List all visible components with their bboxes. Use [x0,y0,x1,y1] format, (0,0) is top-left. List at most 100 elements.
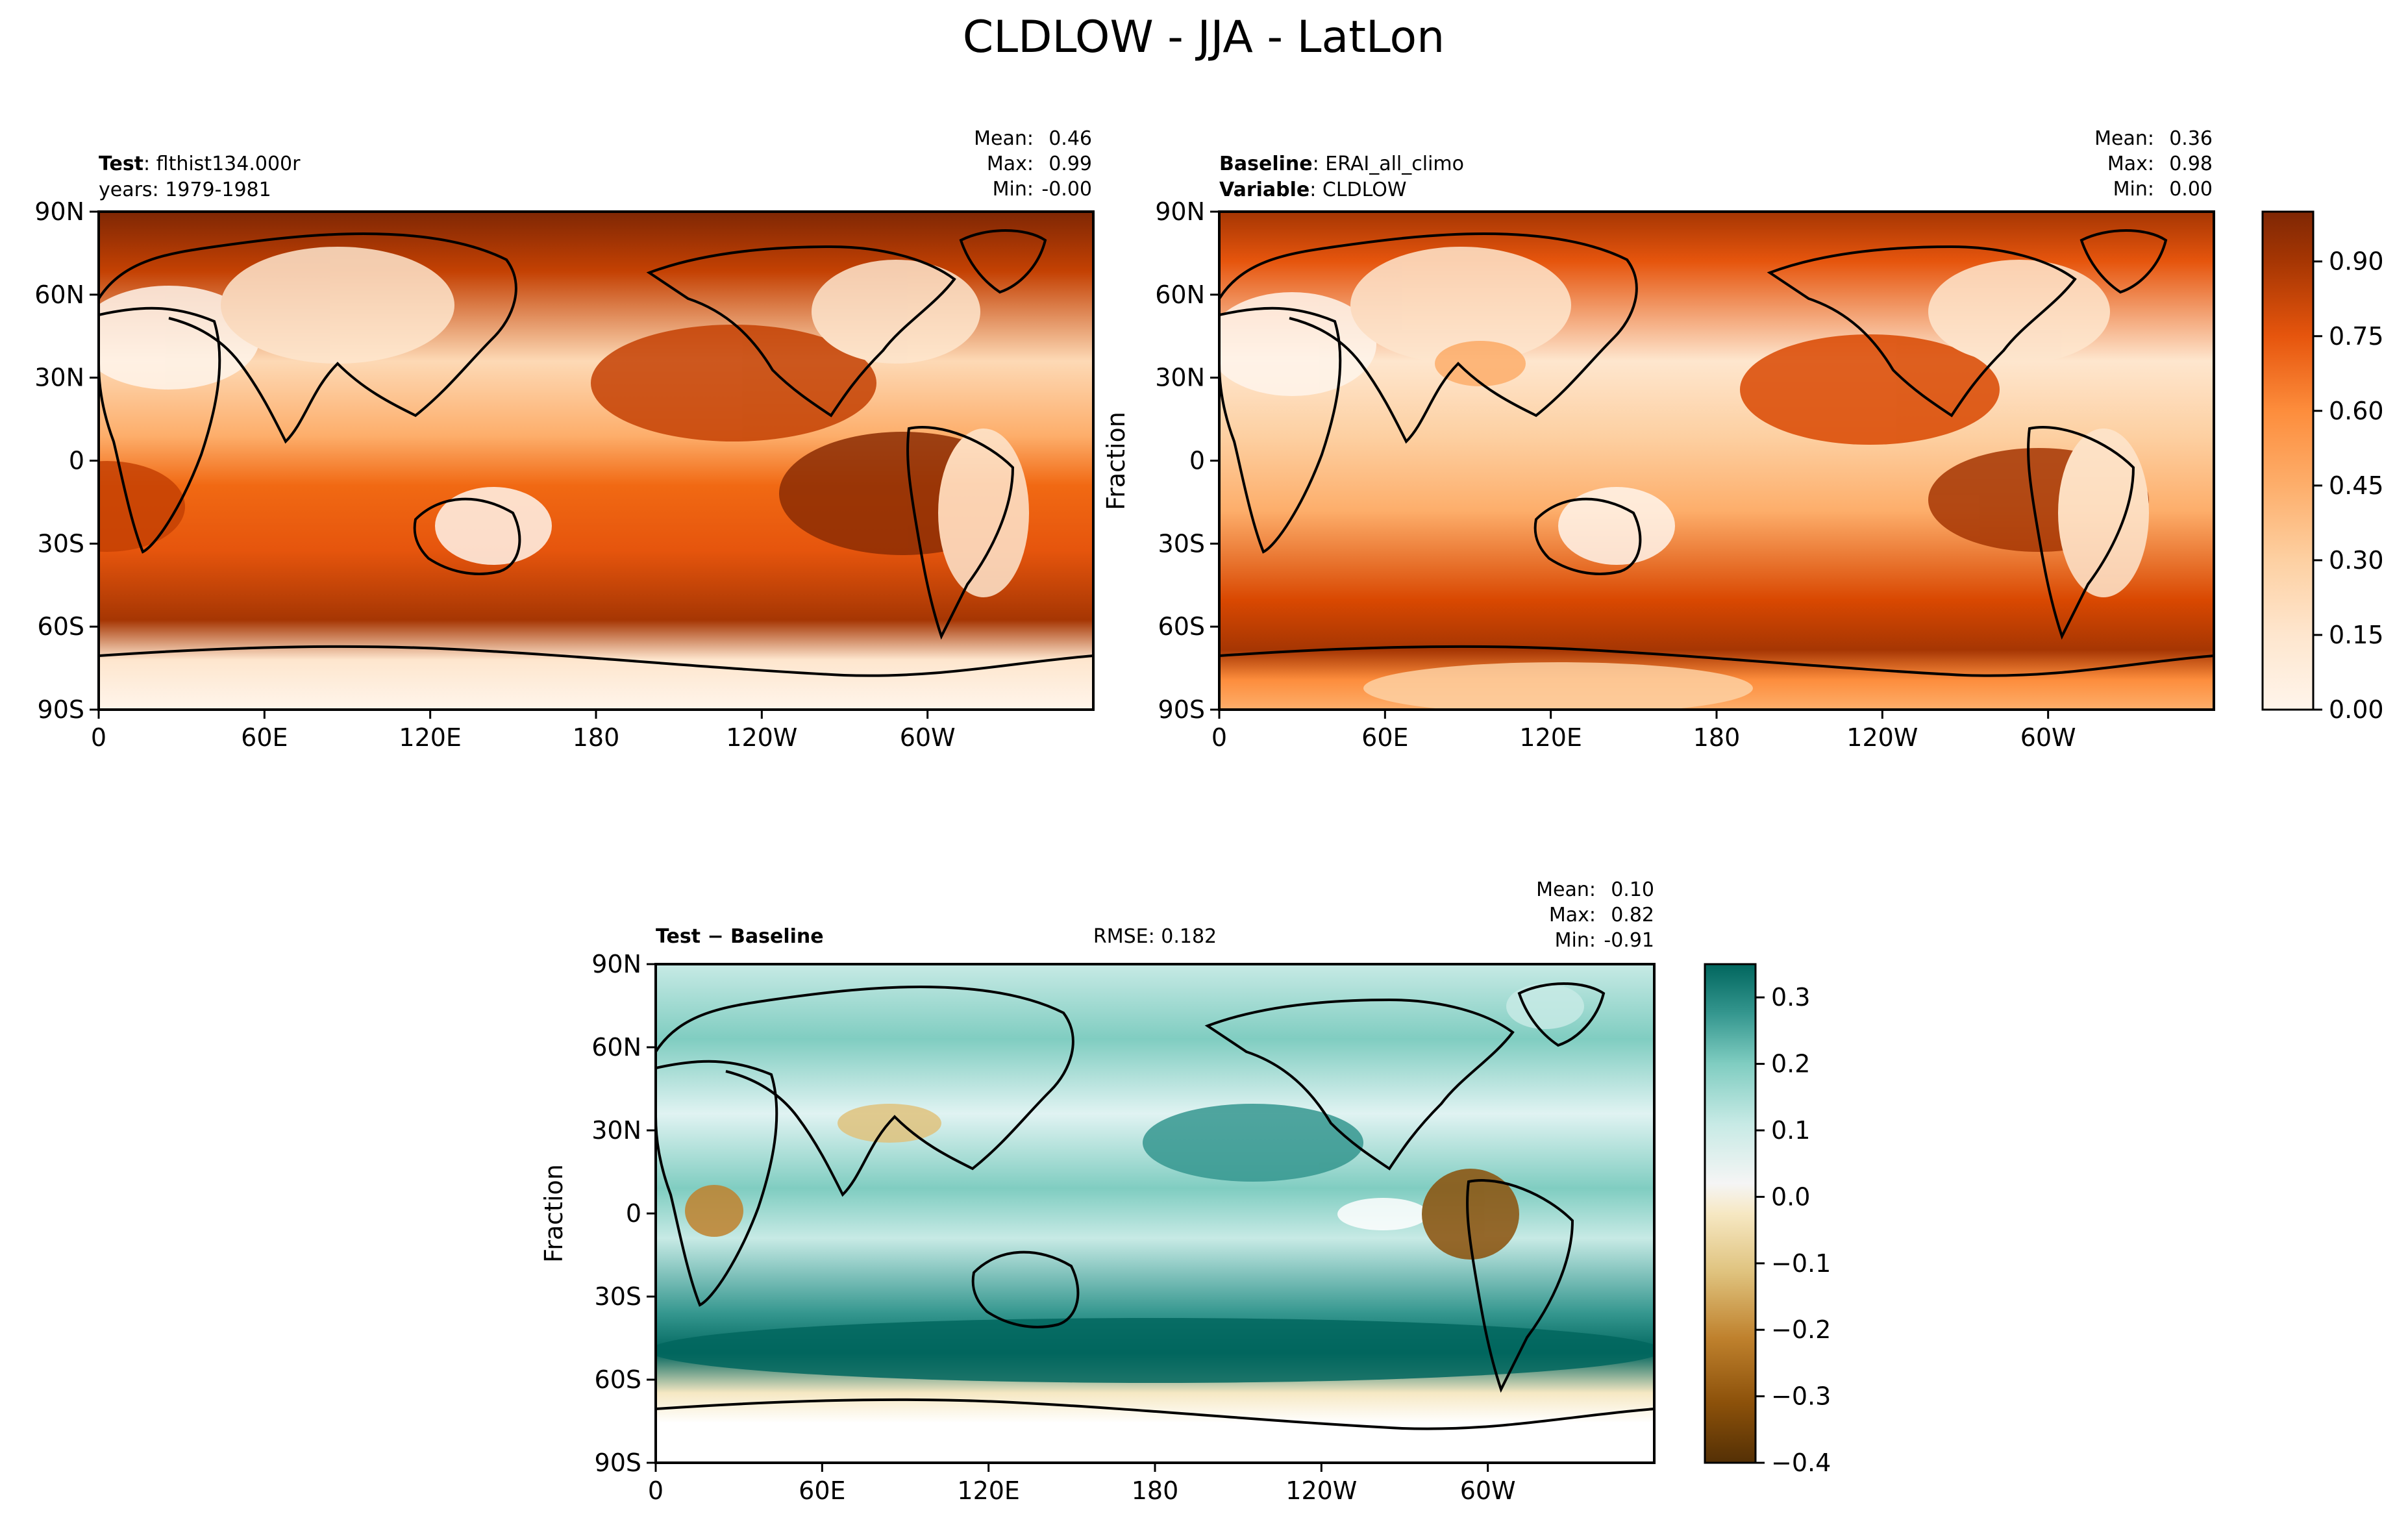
baseline-stat-min-value: 0.00 [2169,178,2213,201]
baseline-xtick-label: 0 [1211,723,1227,752]
baseline-coast-greenland [2079,229,2168,294]
diff-xtick-label: 120E [957,1476,1020,1505]
test-stats: Mean: 0.46 Max: 0.99 Min: -0.00 [974,127,1092,201]
oranges-colorbar-ticks-label: 0.00 [2329,695,2384,724]
baseline-region-sa [2058,429,2149,597]
baseline-region-na [1928,260,2110,364]
test-ytick-label: 30N [34,364,84,392]
baseline-xaxis: 0 60E 120E 180 120W 60W [1211,710,2076,752]
baseline-yaxis: 90N 60N 30N 0 30S 60S 90S [1155,197,1219,724]
diff-ytick-label: 90N [591,950,641,978]
panel-test: Test: flthist134.000r years: 1979-1981 M… [34,127,1095,752]
test-coast-north-america [646,245,956,417]
baseline-ytick-label: 60S [1158,612,1205,641]
test-title-bold: Test [99,153,143,175]
test-stat-max-label: Max: [987,153,1034,175]
brbg-colorbar-ticks-label: −0.1 [1771,1249,1831,1278]
test-stat-max-value: 0.99 [1049,153,1092,175]
brbg-colorbar-ticks: 0.3 0.2 0.1 0.0 −0.1 −0.2 −0.3 −0.4 [1756,983,1831,1477]
baseline-xtick-label: 60E [1361,723,1408,752]
test-region-australia [435,487,552,565]
diff-xtick-label: 60W [1460,1476,1516,1505]
diff-coast-australia [971,1250,1080,1328]
brbg-colorbar-ticks-label: 0.0 [1771,1182,1810,1211]
diff-ytick-label: 60N [591,1033,641,1062]
test-stat-mean-value: 0.46 [1049,127,1092,150]
test-coast-africa [99,306,221,554]
diff-region-africa-neg [685,1185,743,1237]
diff-xtick-label: 60E [799,1476,845,1505]
diff-map [656,964,1654,1463]
baseline-ytick-label: 90S [1158,695,1205,724]
baseline-coast-south-america [2027,426,2135,640]
baseline-title: Baseline: ERAI_all_climo [1219,153,1464,175]
test-coast-greenland [959,229,1047,294]
test-region-na [812,260,980,364]
diff-stat-min-label: Min: [1555,929,1596,952]
baseline-subtitle-bold: Variable [1219,179,1310,201]
test-subtitle: years: 1979-1981 [99,179,271,201]
test-coastlines [99,229,1093,677]
diff-region-so-band [656,1318,1654,1383]
baseline-coastlines [1219,229,2214,677]
baseline-subtitle: Variable: CLDLOW [1219,179,1407,201]
test-ytick-label: 90N [34,197,84,226]
test-yaxis: 90N 60N 30N 0 30S 60S 90S [34,197,99,724]
baseline-title-rest: : ERAI_all_climo [1313,153,1464,175]
test-ytick-label: 60N [34,280,84,309]
diff-ylabel: Fraction [540,1164,568,1263]
diff-coast-africa [656,1060,778,1307]
diff-coastlines [656,982,1654,1430]
diff-xaxis: 0 60E 120E 180 120W 60W [648,1463,1516,1505]
baseline-region-ne-pacific [1740,334,2000,445]
baseline-stat-mean-label: Mean: [2094,127,2154,150]
test-coast-antarctica [99,645,1093,677]
oranges-colorbar-ticks-label: 0.90 [2329,247,2384,276]
test-map-regions [99,247,1029,597]
diff-rmse: RMSE: 0.182 [1093,925,1217,948]
baseline-ytick-label: 60N [1155,280,1205,309]
test-stat-min-label: Min: [993,178,1034,201]
diff-xtick-label: 120W [1285,1476,1357,1505]
baseline-ylabel: Fraction [1102,412,1130,510]
test-ytick-label: 0 [69,447,84,475]
baseline-coast-africa [1219,306,1342,554]
oranges-colorbar-ticks: 0.00 0.15 0.30 0.45 0.60 0.75 0.90 [2313,247,2384,724]
baseline-subtitle-rest: : CLDLOW [1310,179,1406,201]
baseline-coast-north-america [1767,245,2077,417]
diff-coast-greenland [1517,982,1606,1047]
baseline-stat-mean-value: 0.36 [2169,127,2213,150]
test-coast-australia [413,497,521,575]
diff-stats: Mean: 0.10 Max: 0.82 Min: -0.91 [1536,878,1654,952]
baseline-region-antarctica [1363,662,1753,710]
baseline-ytick-label: 30N [1155,364,1205,392]
diff-stat-max-value: 0.82 [1611,904,1654,926]
diff-coast-south-america [1466,1179,1574,1393]
diff-map-regions [656,984,1654,1383]
brbg-colorbar-ticks-label: −0.4 [1771,1448,1831,1477]
diff-stat-mean-label: Mean: [1536,878,1596,901]
brbg-colorbar-ticks-label: 0.3 [1771,983,1810,1012]
diff-region-greenland [1506,984,1584,1029]
baseline-xtick-label: 120E [1519,723,1582,752]
test-title: Test: flthist134.000r [99,153,301,175]
diff-stat-max-label: Max: [1549,904,1596,926]
oranges-colorbar-ticks-label: 0.30 [2329,546,2384,575]
baseline-stat-max-label: Max: [2107,153,2154,175]
oranges-colorbar-ticks-label: 0.75 [2329,322,2384,351]
diff-xtick-label: 180 [1132,1476,1179,1505]
diff-region-pacific-white [1337,1198,1428,1230]
oranges-colorbar-ticks-label: 0.60 [2329,397,2384,425]
test-stat-min-value: -0.00 [1041,178,1092,201]
diff-ytick-label: 60S [595,1365,641,1394]
baseline-stat-max-value: 0.98 [2169,153,2213,175]
panel-difference: Test − Baseline RMSE: 0.182 Mean: 0.10 M… [540,878,1831,1505]
test-coast-south-america [906,426,1015,640]
baseline-ytick-label: 0 [1189,447,1205,475]
baseline-map [1219,212,2214,710]
test-xtick-label: 120E [399,723,462,752]
diff-ytick-label: 30N [591,1116,641,1145]
test-map [99,212,1093,710]
brbg-colorbar-ticks-label: 0.1 [1771,1116,1810,1145]
